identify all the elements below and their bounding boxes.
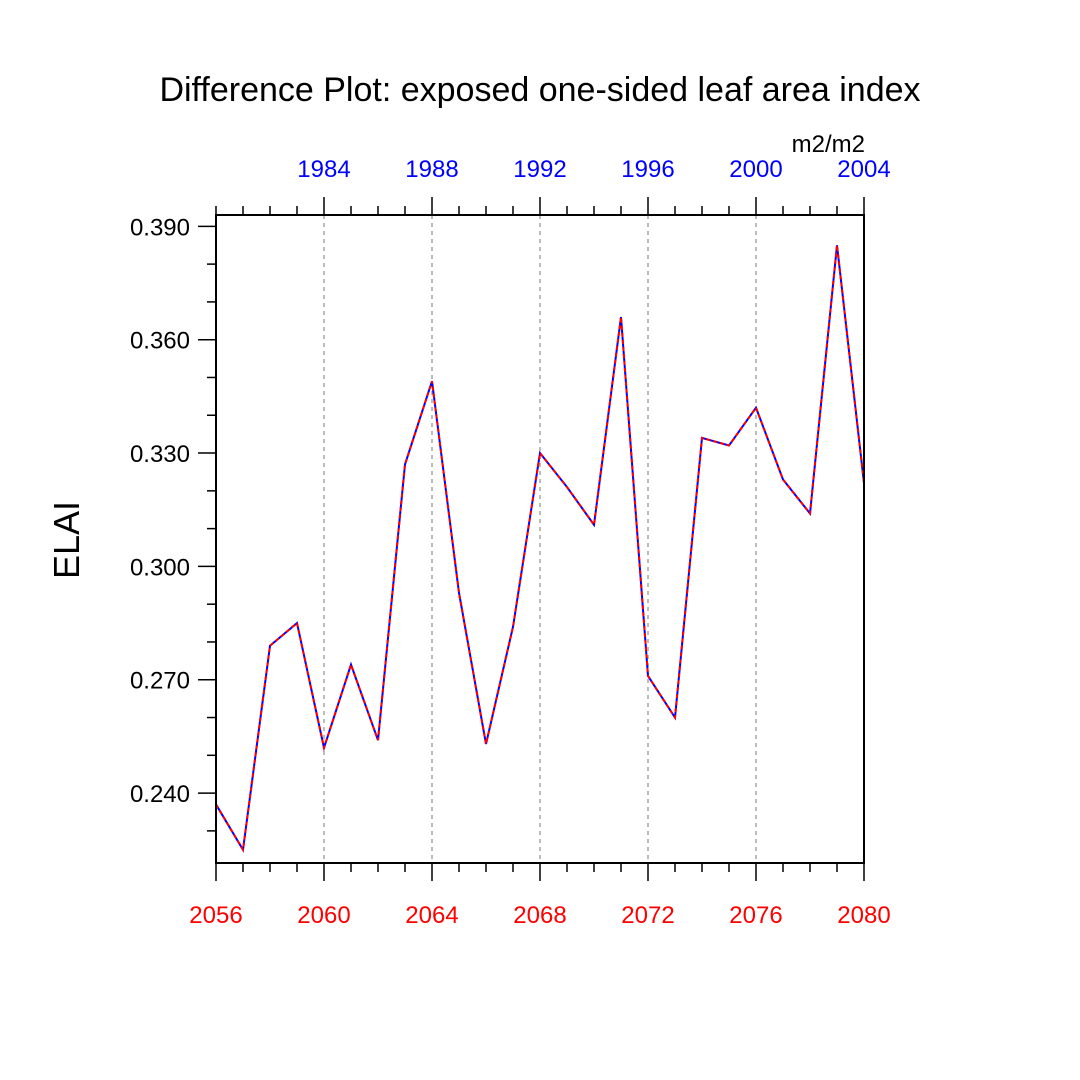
- top-x-tick-label: 1984: [297, 156, 350, 183]
- x-tick-label: 2068: [513, 902, 566, 929]
- units-label: m2/m2: [792, 131, 865, 158]
- x-tick-label: 2072: [621, 902, 674, 929]
- axis-ticks: [198, 197, 865, 881]
- x-tick-label: 2080: [837, 902, 890, 929]
- top-x-tick-label: 1996: [621, 156, 674, 183]
- y-tick-label: 0.300: [130, 554, 190, 581]
- y-tick-label: 0.390: [130, 214, 190, 241]
- series-group: [215, 245, 865, 853]
- top-x-tick-label: 2004: [837, 156, 890, 183]
- series-line-2: [215, 245, 865, 853]
- x-tick-label: 2064: [405, 902, 458, 929]
- x-gridlines: [323, 215, 757, 863]
- y-tick-label: 0.360: [130, 328, 190, 355]
- y-tick-label: 0.240: [130, 781, 190, 808]
- top-x-tick-label: 1988: [405, 156, 458, 183]
- chart-title: Difference Plot: exposed one-sided leaf …: [159, 71, 920, 109]
- x-tick-label: 2056: [189, 902, 242, 929]
- tick-labels: 2056 2060 2064 2068 2072 2076 2080 1984 1988 1992…: [130, 156, 891, 929]
- y-tick-label: 0.270: [130, 668, 190, 695]
- x-tick-label: 2076: [729, 902, 782, 929]
- top-x-tick-label: 1992: [513, 156, 566, 183]
- y-axis-label: ELAI: [46, 501, 87, 579]
- y-tick-label: 0.330: [130, 441, 190, 468]
- top-x-tick-label: 2000: [729, 156, 782, 183]
- x-tick-label: 2060: [297, 902, 350, 929]
